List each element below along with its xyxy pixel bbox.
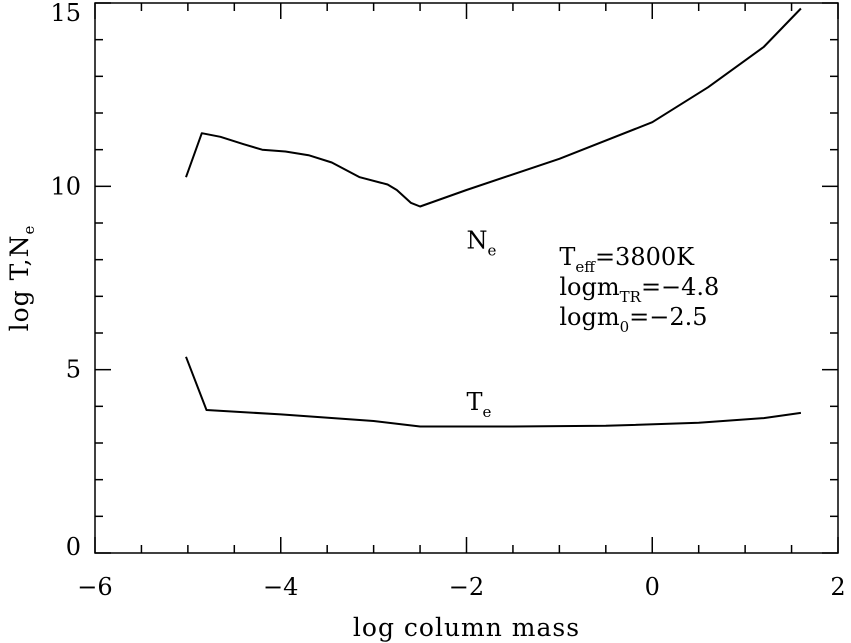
y-tick-label: 15 xyxy=(50,0,81,27)
annotation-line-1: logmTR=−4.8 xyxy=(559,273,719,306)
series-label-1: Te xyxy=(467,388,492,421)
y-axis-title-main: log T,N xyxy=(5,235,34,332)
x-tick-label: 0 xyxy=(645,573,660,601)
plot-frame xyxy=(94,2,839,554)
series-line-0 xyxy=(185,7,802,208)
x-tick-label: −6 xyxy=(77,573,112,601)
annotation-line-2: logm0=−2.5 xyxy=(559,303,707,336)
y-tick-label: 0 xyxy=(66,533,81,561)
x-axis-title: log column mass xyxy=(353,613,580,642)
annotation-main: T xyxy=(559,243,575,271)
y-tick-label: 10 xyxy=(50,172,81,200)
annotation-main: logm xyxy=(559,303,619,331)
annotation-sub: 0 xyxy=(620,318,630,336)
annotation-line-0: Teff=3800K xyxy=(559,243,695,276)
x-tick-label: 2 xyxy=(830,573,845,601)
series-line-1 xyxy=(185,356,802,428)
series-label-sub: e xyxy=(483,403,492,421)
tick-marks xyxy=(94,2,839,554)
annotation-rest: =3800K xyxy=(595,243,695,271)
series-label-sub: e xyxy=(488,242,497,260)
x-tick-label: −4 xyxy=(263,573,298,601)
annotation-main: logm xyxy=(559,273,619,301)
annotation-sub: TR xyxy=(620,288,642,306)
series-label-main: T xyxy=(467,388,483,416)
annotation-rest: =−2.5 xyxy=(629,303,707,331)
annotation-sub: eff xyxy=(575,258,596,276)
y-axis-title: log T,Ne xyxy=(5,225,38,332)
tick-labels: −6 −4 −2 0 2 0 5 10 15 xyxy=(50,0,845,601)
annotation-rest: =−4.8 xyxy=(641,273,719,301)
series-label-0: Ne xyxy=(467,227,497,260)
y-axis-title-subscript: e xyxy=(20,225,38,235)
y-tick-label: 5 xyxy=(66,356,81,384)
series-label-main: N xyxy=(467,227,488,255)
x-tick-label: −2 xyxy=(449,573,484,601)
